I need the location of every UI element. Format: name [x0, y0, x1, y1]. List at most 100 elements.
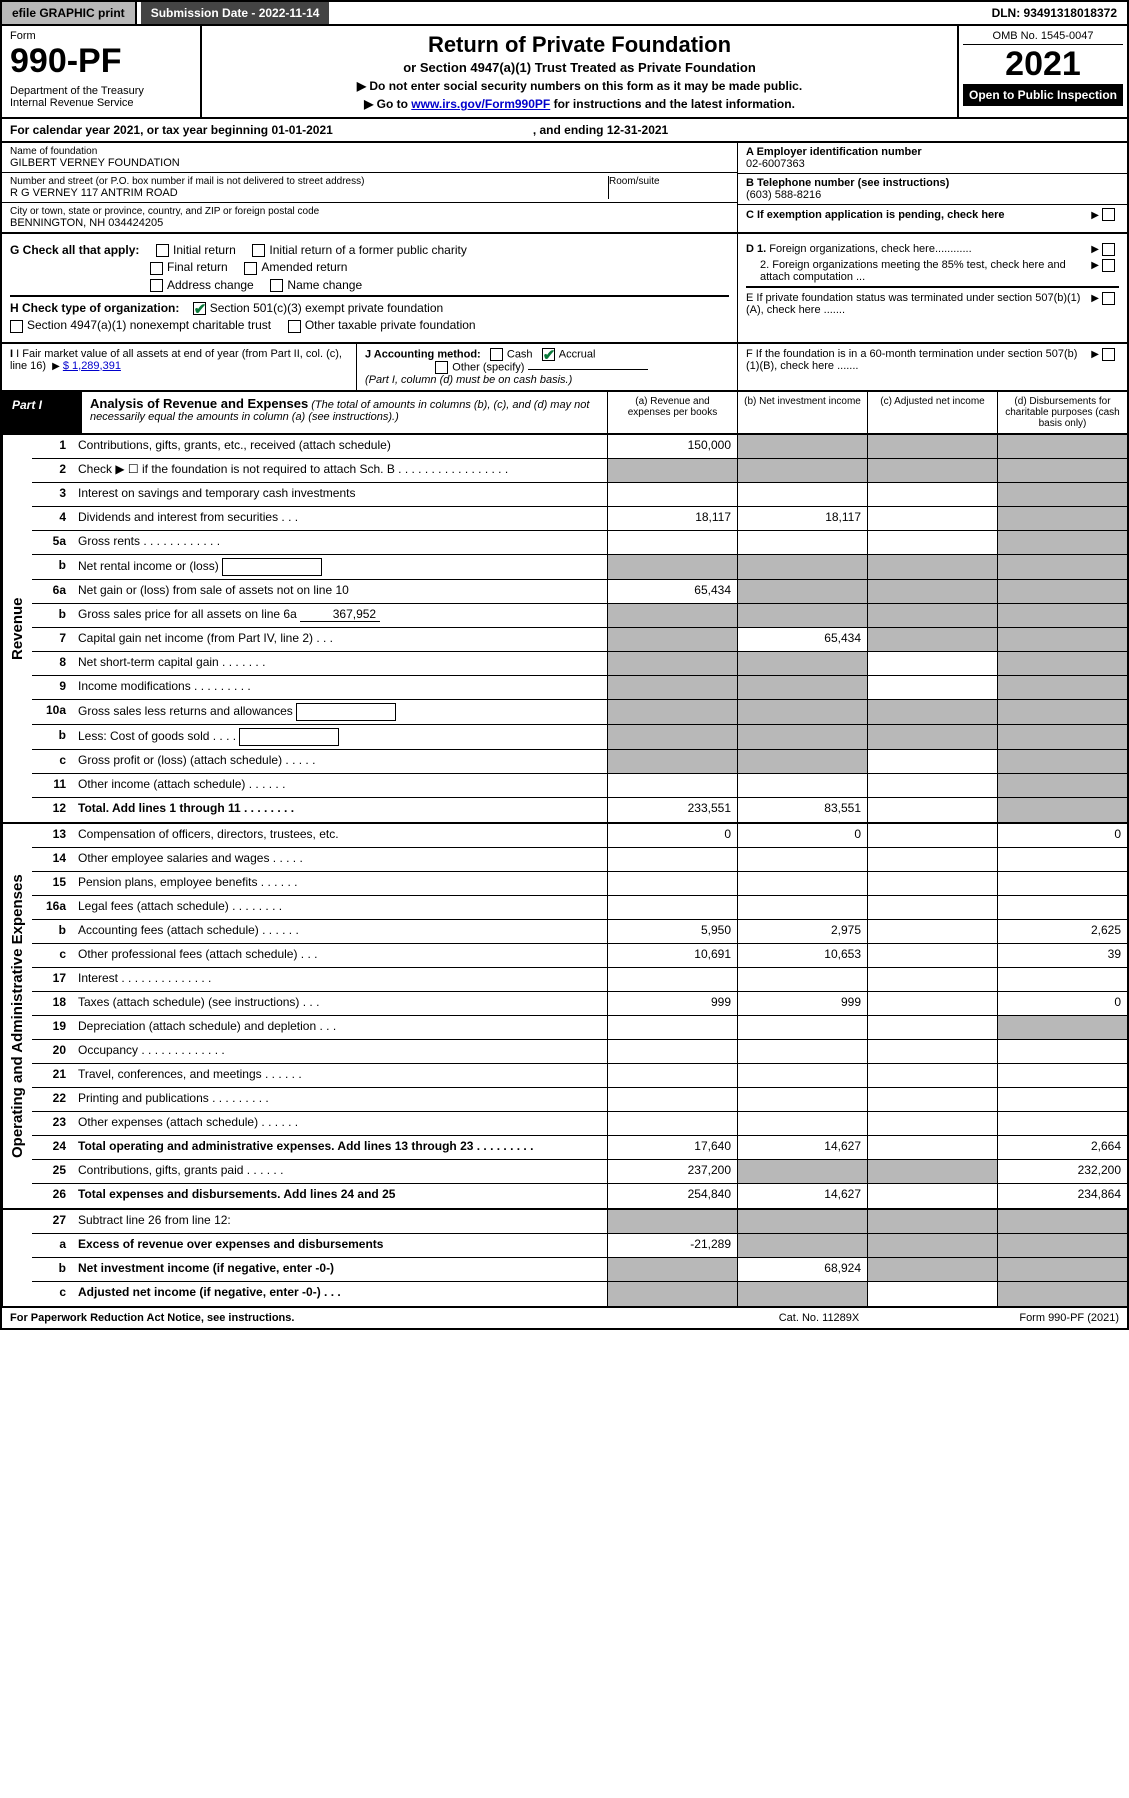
- row-label: Net rental income or (loss): [72, 555, 607, 579]
- f-checkbox[interactable]: [1102, 348, 1115, 361]
- table-row: bNet rental income or (loss): [32, 555, 1127, 580]
- e-label: E If private foundation status was termi…: [746, 292, 1088, 316]
- cell-shaded: [737, 750, 867, 773]
- cell-value: [867, 1088, 997, 1111]
- cell-value: [997, 1064, 1127, 1087]
- cell-value: [607, 872, 737, 895]
- row-label: Pension plans, employee benefits . . . .…: [72, 872, 607, 895]
- table-row: bGross sales price for all assets on lin…: [32, 604, 1127, 628]
- table-row: aExcess of revenue over expenses and dis…: [32, 1234, 1127, 1258]
- row-label: Adjusted net income (if negative, enter …: [72, 1282, 607, 1306]
- cell-value: [867, 507, 997, 530]
- table-row: bNet investment income (if negative, ent…: [32, 1258, 1127, 1282]
- col-d-header: (d) Disbursements for charitable purpose…: [997, 392, 1127, 433]
- revenue-side-label: Revenue: [2, 435, 32, 822]
- row-label: Interest . . . . . . . . . . . . . .: [72, 968, 607, 991]
- d1-row: D 1. D 1. Foreign organizations, check h…: [746, 243, 1119, 256]
- table-row: 7Capital gain net income (from Part IV, …: [32, 628, 1127, 652]
- check-left: G Check all that apply: Initial return I…: [2, 234, 737, 342]
- row-label: Travel, conferences, and meetings . . . …: [72, 1064, 607, 1087]
- row-label: Net investment income (if negative, ente…: [72, 1258, 607, 1281]
- row-number: 1: [32, 435, 72, 458]
- cell-value: [737, 531, 867, 554]
- i-value: $ 1,289,391: [63, 360, 121, 372]
- addr-label: Number and street (or P.O. box number if…: [10, 176, 608, 187]
- e-row: E If private foundation status was termi…: [746, 286, 1119, 316]
- table-row: 2Check ▶ ☐ if the foundation is not requ…: [32, 459, 1127, 483]
- other-method-checkbox[interactable]: [435, 361, 448, 374]
- cell-value: [607, 848, 737, 871]
- 501c3-label: Section 501(c)(3) exempt private foundat…: [210, 301, 443, 315]
- cell-shaded: [737, 435, 867, 458]
- row-label: Total. Add lines 1 through 11 . . . . . …: [72, 798, 607, 822]
- cell-shaded: [607, 1210, 737, 1233]
- other-taxable-checkbox[interactable]: [288, 320, 301, 333]
- e-checkbox[interactable]: [1102, 292, 1115, 305]
- accrual-checkbox[interactable]: [542, 348, 555, 361]
- table-row: 12Total. Add lines 1 through 11 . . . . …: [32, 798, 1127, 822]
- submission-date: Submission Date - 2022-11-14: [141, 2, 330, 24]
- d2-checkbox[interactable]: [1102, 259, 1115, 272]
- final-return-checkbox[interactable]: [150, 262, 163, 275]
- cell-value: [867, 968, 997, 991]
- part-desc: Analysis of Revenue and Expenses (The to…: [82, 392, 607, 433]
- address-change-checkbox[interactable]: [150, 279, 163, 292]
- table-row: cOther professional fees (attach schedul…: [32, 944, 1127, 968]
- row-label: Contributions, gifts, grants paid . . . …: [72, 1160, 607, 1183]
- table-row: 21Travel, conferences, and meetings . . …: [32, 1064, 1127, 1088]
- cell-value: [867, 896, 997, 919]
- initial-former-checkbox[interactable]: [252, 244, 265, 257]
- cell-shaded: [997, 435, 1127, 458]
- note-2: ▶ Go to www.irs.gov/Form990PF for instru…: [208, 97, 951, 111]
- 4947-checkbox[interactable]: [10, 320, 23, 333]
- table-row: 17Interest . . . . . . . . . . . . . .: [32, 968, 1127, 992]
- cell-shaded: [997, 580, 1127, 603]
- 501c3-checkbox[interactable]: [193, 302, 206, 315]
- cell-value: [607, 531, 737, 554]
- cell-value: [737, 1040, 867, 1063]
- row-label: Subtract line 26 from line 12:: [72, 1210, 607, 1233]
- cell-value: [867, 798, 997, 822]
- cell-value: [867, 920, 997, 943]
- cell-shaded: [997, 1258, 1127, 1281]
- net-side-spacer: [2, 1210, 32, 1306]
- efile-button[interactable]: efile GRAPHIC print: [2, 2, 137, 24]
- row-number: c: [32, 944, 72, 967]
- table-row: 15Pension plans, employee benefits . . .…: [32, 872, 1127, 896]
- cell-shaded: [737, 676, 867, 699]
- row-number: 21: [32, 1064, 72, 1087]
- instructions-link[interactable]: www.irs.gov/Form990PF: [411, 97, 550, 111]
- row-number: 6a: [32, 580, 72, 603]
- cell-shaded: [997, 774, 1127, 797]
- row-label: Dividends and interest from securities .…: [72, 507, 607, 530]
- table-row: 24Total operating and administrative exp…: [32, 1136, 1127, 1160]
- j-note: (Part I, column (d) must be on cash basi…: [365, 374, 572, 386]
- cell-shaded: [867, 700, 997, 724]
- initial-return-checkbox[interactable]: [156, 244, 169, 257]
- cell-value: 18,117: [607, 507, 737, 530]
- initial-return-label: Initial return: [173, 243, 236, 257]
- cell-value: [607, 1112, 737, 1135]
- header-center: Return of Private Foundation or Section …: [202, 26, 957, 117]
- exemption-checkbox[interactable]: [1102, 208, 1115, 221]
- inline-box: [239, 728, 339, 746]
- arrow-icon: [1088, 259, 1102, 283]
- row-label: Net gain or (loss) from sale of assets n…: [72, 580, 607, 603]
- cell-shaded: [997, 483, 1127, 506]
- cell-value: [737, 1016, 867, 1039]
- cell-shaded: [737, 1210, 867, 1233]
- amended-return-checkbox[interactable]: [244, 262, 257, 275]
- row-number: b: [32, 1258, 72, 1281]
- cash-checkbox[interactable]: [490, 348, 503, 361]
- row-label: Net short-term capital gain . . . . . . …: [72, 652, 607, 675]
- d1-checkbox[interactable]: [1102, 243, 1115, 256]
- cell-shaded: [867, 580, 997, 603]
- cell-value: [867, 531, 997, 554]
- cell-shaded: [737, 1160, 867, 1183]
- cell-value: [737, 1112, 867, 1135]
- row-label: Total expenses and disbursements. Add li…: [72, 1184, 607, 1208]
- table-row: 22Printing and publications . . . . . . …: [32, 1088, 1127, 1112]
- cell-value: [867, 1282, 997, 1306]
- name-change-checkbox[interactable]: [270, 279, 283, 292]
- inline-box: [222, 558, 322, 576]
